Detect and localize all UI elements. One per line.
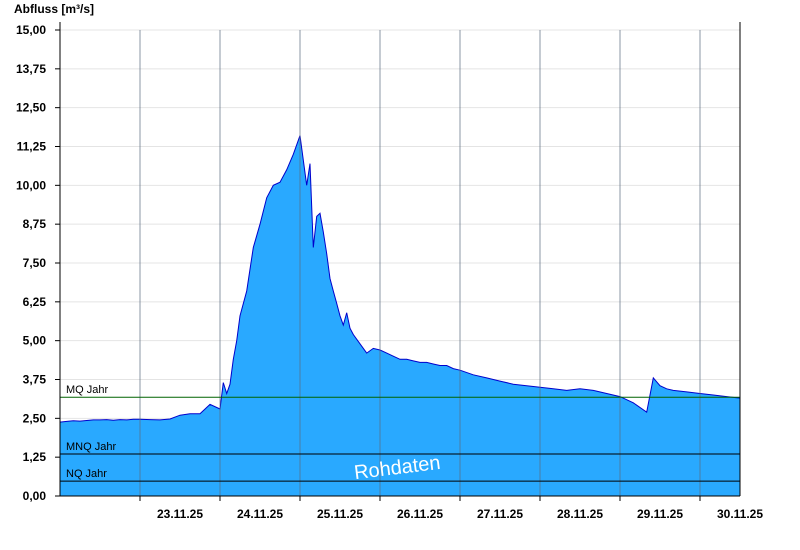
series-area <box>59 135 741 496</box>
series-area-fill <box>60 135 740 496</box>
x-tick-label: 24.11.25 <box>237 507 283 521</box>
y-tick-label: 3,75 <box>23 373 47 387</box>
y-tick-label: 8,75 <box>23 217 47 231</box>
series-line <box>59 135 741 423</box>
day-separator-lines <box>139 30 701 496</box>
reference-line-label: NQ Jahr <box>66 468 107 480</box>
x-tick-label: 25.11.25 <box>317 507 363 521</box>
y-tick-label: 11,25 <box>17 140 47 154</box>
x-tick-labels: 23.11.25 24.11.25 25.11.25 26.11.25 27.11.25… <box>157 507 763 521</box>
x-tick-label: 30.11.25 <box>717 507 763 521</box>
y-tick-label: 12,50 <box>16 101 46 115</box>
y-tick-label: 7,50 <box>23 256 47 270</box>
x-tick-label: 27.11.25 <box>477 507 523 521</box>
y-tick-label: 0,00 <box>23 489 47 503</box>
y-tick-label: 2,50 <box>23 411 47 425</box>
x-tick-label: 28.11.25 <box>557 507 603 521</box>
reference-line-label: MNQ Jahr <box>66 441 116 453</box>
y-tick-labels: 0,00 1,25 2,50 3,75 5,00 6,25 7,50 8,75 10,00 11,… <box>16 23 46 503</box>
y-tick-label: 15,00 <box>16 23 46 37</box>
axes <box>55 22 741 501</box>
reference-lines: MQ Jahr MNQ Jahr NQ Jahr <box>60 384 740 482</box>
reference-line-label: MQ Jahr <box>66 384 109 396</box>
y-axis-title: Abfluss [m³/s] <box>14 2 94 16</box>
y-tick-label: 6,25 <box>23 295 47 309</box>
x-tick-label: 29.11.25 <box>637 507 683 521</box>
x-tick-label: 23.11.25 <box>157 507 203 521</box>
y-tick-label: 5,00 <box>23 334 47 348</box>
y-tick-label: 1,25 <box>23 450 47 464</box>
y-tick-label: 10,00 <box>16 178 46 192</box>
x-tick-label: 26.11.25 <box>397 507 443 521</box>
y-tick-label: 13,75 <box>16 62 46 76</box>
